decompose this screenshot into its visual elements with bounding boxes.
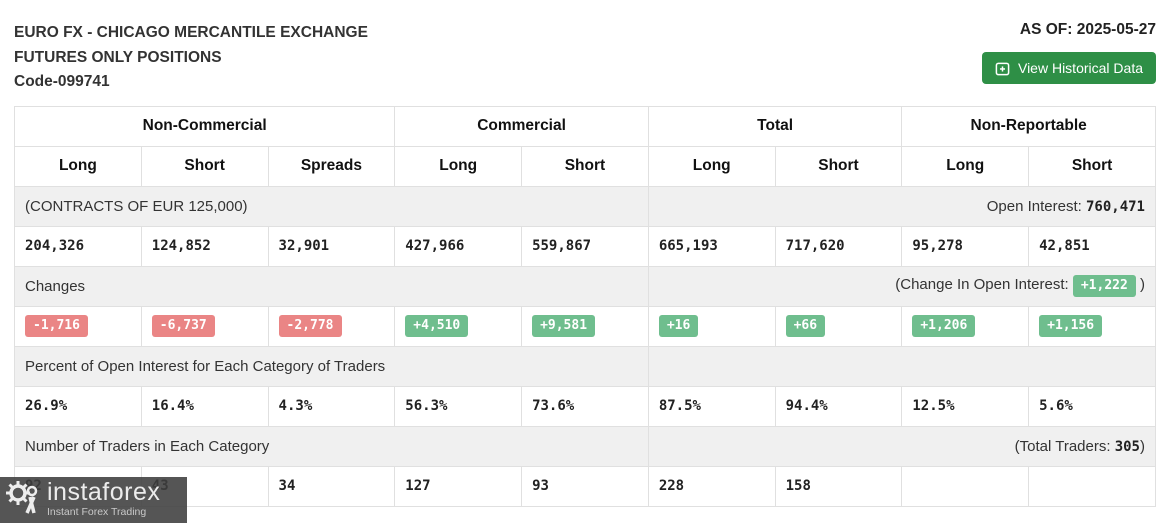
col-header-c-long: Long	[394, 145, 523, 187]
change-oi-prefix: (Change In Open Interest:	[895, 276, 1069, 293]
traders-c-long: 127	[394, 465, 523, 507]
change-nr-long: +1,206	[901, 305, 1030, 347]
open-interest-value: 760,471	[1085, 198, 1145, 215]
column-header-row: Long Short Spreads Long Short Long Short…	[14, 145, 1156, 187]
traders-t-long: 228	[647, 465, 776, 507]
col-header-nc-long: Long	[14, 145, 142, 187]
change-badge: -2,778	[278, 315, 342, 337]
positions-row: 204,326 124,852 32,901 427,966 559,867 6…	[14, 225, 1156, 267]
group-header-total: Total	[647, 105, 903, 147]
change-c-long: +4,510	[394, 305, 523, 347]
traders-nc-spreads: 34	[267, 465, 396, 507]
percent-c-long: 56.3%	[394, 385, 523, 427]
report-titles: EURO FX - CHICAGO MERCANTILE EXCHANGE FU…	[14, 21, 368, 95]
instaforex-brand-text: instaforex	[47, 478, 161, 507]
group-header-row: Non-Commercial Commercial Total Non-Repo…	[13, 105, 1156, 147]
cot-report-page: EURO FX - CHICAGO MERCANTILE EXCHANGE FU…	[13, 0, 1157, 507]
instaforex-gear-person-icon	[6, 479, 40, 520]
change-c-short: +9,581	[521, 305, 649, 347]
change-badge: +1,206	[912, 315, 976, 337]
changes-label: Changes	[14, 265, 649, 307]
percent-nr-short: 5.6%	[1028, 385, 1156, 427]
change-badge: +9,581	[532, 315, 596, 337]
calendar-plus-icon	[995, 61, 1010, 76]
contracts-label: (CONTRACTS OF EUR 125,000)	[14, 185, 649, 227]
change-badge: -6,737	[151, 315, 215, 337]
col-header-nc-short: Short	[140, 145, 269, 187]
changes-label-row: Changes (Change In Open Interest: +1,222…	[14, 265, 1157, 307]
change-badge: +1,156	[1039, 315, 1103, 337]
group-header-non-reportable: Non-Reportable	[901, 105, 1156, 147]
report-title-line1: EURO FX - CHICAGO MERCANTILE EXCHANGE	[14, 24, 368, 41]
col-header-nr-short: Short	[1028, 145, 1156, 187]
percents-row: 26.9% 16.4% 4.3% 56.3% 73.6% 87.5% 94.4%…	[14, 385, 1156, 427]
change-t-short: +66	[774, 305, 903, 347]
positions-t-long: 665,193	[647, 225, 776, 267]
traders-t-short: 158	[774, 465, 903, 507]
instaforex-watermark: instaforex Instant Forex Trading	[0, 477, 187, 523]
percent-label-spacer	[647, 345, 1157, 387]
report-header: EURO FX - CHICAGO MERCANTILE EXCHANGE FU…	[14, 0, 1156, 95]
total-traders-suffix: )	[1140, 437, 1145, 455]
cot-positions-table: Non-Commercial Commercial Total Non-Repo…	[13, 105, 1157, 507]
change-nc-long: -1,716	[14, 305, 142, 347]
percent-nc-short: 16.4%	[140, 385, 269, 427]
header-right: AS OF: 2025-05-27 View Historical Data	[981, 21, 1156, 84]
positions-nc-spreads: 32,901	[267, 225, 396, 267]
percent-nc-long: 26.9%	[14, 385, 142, 427]
col-header-c-short: Short	[521, 145, 649, 187]
change-badge: +4,510	[405, 315, 469, 337]
change-badge: +66	[785, 315, 826, 337]
changes-row: -1,716 -6,737 -2,778 +4,510 +9,581 +16 +…	[14, 305, 1156, 347]
traders-c-short: 93	[521, 465, 649, 507]
instaforex-tagline: Instant Forex Trading	[47, 506, 147, 519]
contracts-label-row: (CONTRACTS OF EUR 125,000) Open Interest…	[14, 185, 1157, 227]
report-title-line2: FUTURES ONLY POSITIONS	[14, 48, 222, 66]
percent-nr-long: 12.5%	[901, 385, 1030, 427]
total-traders-value: 305	[1114, 438, 1140, 455]
total-traders-cell: (Total Traders: 305)	[647, 425, 1157, 467]
traders-label-row: Number of Traders in Each Category (Tota…	[14, 425, 1157, 467]
change-badge: +16	[658, 315, 699, 337]
change-nc-spreads: -2,778	[267, 305, 396, 347]
positions-nc-short: 124,852	[140, 225, 269, 267]
col-header-nr-long: Long	[901, 145, 1030, 187]
change-nc-short: -6,737	[140, 305, 269, 347]
total-traders-prefix: (Total Traders:	[1014, 437, 1111, 455]
as-of-date: AS OF: 2025-05-27	[1019, 21, 1156, 38]
positions-nr-long: 95,278	[901, 225, 1030, 267]
percent-t-short: 94.4%	[774, 385, 903, 427]
percent-label-row: Percent of Open Interest for Each Catego…	[14, 345, 1157, 387]
traders-nr-long	[901, 465, 1030, 507]
positions-nc-long: 204,326	[14, 225, 142, 267]
change-oi-badge: +1,222	[1072, 275, 1136, 297]
col-header-t-short: Short	[774, 145, 903, 187]
traders-nr-short	[1028, 465, 1156, 507]
positions-nr-short: 42,851	[1028, 225, 1156, 267]
instaforex-wordmark: instaforex Instant Forex Trading	[47, 480, 160, 518]
col-header-t-long: Long	[647, 145, 776, 187]
positions-c-long: 427,966	[394, 225, 523, 267]
change-open-interest-cell: (Change In Open Interest: +1,222 )	[647, 265, 1157, 307]
change-nr-short: +1,156	[1028, 305, 1156, 347]
positions-c-short: 559,867	[521, 225, 649, 267]
open-interest-label: Open Interest:	[986, 197, 1082, 215]
report-code: Code-099741	[14, 73, 110, 90]
change-t-long: +16	[647, 305, 776, 347]
percent-c-short: 73.6%	[521, 385, 649, 427]
positions-t-short: 717,620	[774, 225, 903, 267]
col-header-nc-spreads: Spreads	[267, 145, 396, 187]
group-header-non-commercial: Non-Commercial	[13, 105, 396, 147]
traders-label: Number of Traders in Each Category	[14, 425, 649, 467]
group-header-commercial: Commercial	[394, 105, 649, 147]
change-badge: -1,716	[25, 315, 88, 337]
view-historical-data-button[interactable]: View Historical Data	[981, 52, 1156, 84]
percent-t-long: 87.5%	[647, 385, 776, 427]
view-historical-data-label: View Historical Data	[1017, 60, 1143, 76]
open-interest-cell: Open Interest: 760,471	[647, 185, 1157, 227]
percent-nc-spreads: 4.3%	[267, 385, 396, 427]
change-oi-suffix: )	[1140, 276, 1145, 293]
percent-label: Percent of Open Interest for Each Catego…	[14, 345, 649, 387]
